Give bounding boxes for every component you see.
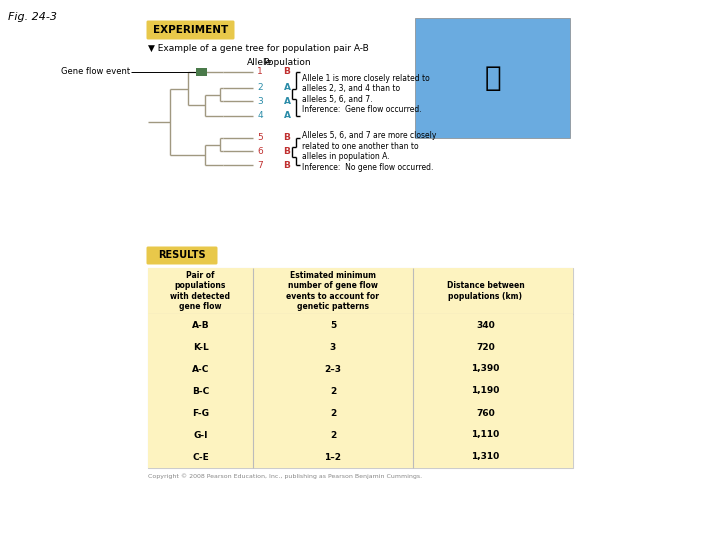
- Text: 2: 2: [330, 430, 336, 440]
- Text: 1–2: 1–2: [325, 453, 341, 462]
- Text: Copyright © 2008 Pearson Education, Inc., publishing as Pearson Benjamin Cumming: Copyright © 2008 Pearson Education, Inc.…: [148, 473, 422, 478]
- Text: Allele 1 is more closely related to
alleles 2, 3, and 4 than to
alleles 5, 6, an: Allele 1 is more closely related to alle…: [302, 74, 430, 114]
- Text: 720: 720: [476, 342, 495, 352]
- Text: K-L: K-L: [193, 342, 208, 352]
- Text: 1,190: 1,190: [472, 387, 500, 395]
- Text: A: A: [284, 97, 290, 105]
- Text: 2–3: 2–3: [325, 364, 341, 374]
- Text: RESULTS: RESULTS: [158, 251, 206, 260]
- Text: B: B: [284, 160, 290, 170]
- Text: 5: 5: [257, 133, 263, 143]
- Text: 1,390: 1,390: [472, 364, 500, 374]
- Bar: [148, 268, 573, 314]
- Text: 2: 2: [330, 387, 336, 395]
- Text: B: B: [284, 146, 290, 156]
- Text: B: B: [284, 133, 290, 143]
- Text: G-I: G-I: [193, 430, 208, 440]
- Bar: [148, 336, 573, 358]
- Text: Fig. 24-3: Fig. 24-3: [8, 12, 57, 22]
- Text: EXPERIMENT: EXPERIMENT: [153, 25, 228, 35]
- Text: 4: 4: [257, 111, 263, 120]
- Bar: [148, 446, 573, 468]
- Bar: [196, 68, 207, 76]
- Text: 2: 2: [330, 408, 336, 417]
- Text: Distance between
populations (km): Distance between populations (km): [446, 281, 524, 301]
- Text: Allele: Allele: [248, 58, 273, 67]
- Text: A-B: A-B: [192, 321, 210, 329]
- Text: ▼ Example of a gene tree for population pair A-B: ▼ Example of a gene tree for population …: [148, 44, 369, 53]
- Text: B-C: B-C: [192, 387, 209, 395]
- Bar: [148, 358, 573, 380]
- Text: 340: 340: [476, 321, 495, 329]
- Text: A-C: A-C: [192, 364, 210, 374]
- Text: Gene flow event: Gene flow event: [61, 68, 130, 77]
- Bar: [148, 314, 573, 336]
- Bar: [148, 380, 573, 402]
- Text: Estimated minimum
number of gene flow
events to account for
genetic patterns: Estimated minimum number of gene flow ev…: [287, 271, 379, 311]
- Text: 7: 7: [257, 160, 263, 170]
- FancyBboxPatch shape: [146, 21, 235, 39]
- Bar: [148, 268, 573, 468]
- Text: C-E: C-E: [192, 453, 209, 462]
- Text: 6: 6: [257, 146, 263, 156]
- Text: 2: 2: [257, 84, 263, 92]
- Bar: [148, 402, 573, 424]
- Bar: [415, 18, 570, 138]
- Text: 1: 1: [257, 68, 263, 77]
- Bar: [148, 424, 573, 446]
- Text: F-G: F-G: [192, 408, 209, 417]
- Text: Pair of
populations
with detected
gene flow: Pair of populations with detected gene f…: [171, 271, 230, 311]
- Text: 3: 3: [330, 342, 336, 352]
- Text: 3: 3: [257, 97, 263, 105]
- Text: A: A: [284, 111, 290, 120]
- Text: A: A: [284, 84, 290, 92]
- Text: 760: 760: [476, 408, 495, 417]
- Text: Alleles 5, 6, and 7 are more closely
related to one another than to
alleles in p: Alleles 5, 6, and 7 are more closely rel…: [302, 131, 436, 172]
- Text: 🐦: 🐦: [484, 64, 501, 92]
- Text: 1,310: 1,310: [472, 453, 500, 462]
- Text: 1,110: 1,110: [472, 430, 500, 440]
- FancyBboxPatch shape: [146, 246, 217, 265]
- Text: Population: Population: [264, 58, 311, 67]
- Text: B: B: [284, 68, 290, 77]
- Text: 5: 5: [330, 321, 336, 329]
